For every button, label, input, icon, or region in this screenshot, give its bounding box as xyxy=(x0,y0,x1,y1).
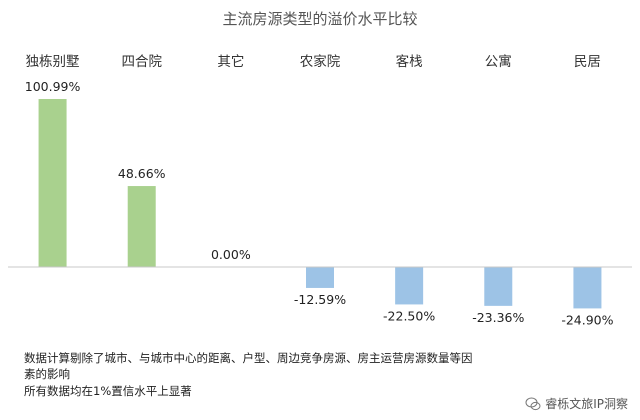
category-label: 民居 xyxy=(574,54,601,70)
category-label: 四合院 xyxy=(121,54,162,70)
footnote-line-1: 数据计算剔除了城市、与城市中心的距离、户型、周边竞争房源、房主运营房源数量等因 xyxy=(24,351,473,365)
category-label: 其它 xyxy=(217,53,244,70)
watermark-text: 睿栎文旅IP洞察 xyxy=(545,397,628,411)
watermark: 睿栎文旅IP洞察 xyxy=(525,395,628,412)
bar xyxy=(395,267,424,305)
data-label: -23.36% xyxy=(472,310,524,325)
bar xyxy=(306,267,334,288)
data-label: 100.99% xyxy=(25,79,81,94)
bar xyxy=(127,186,156,267)
chart-title: 主流房源类型的溢价水平比较 xyxy=(222,10,417,28)
category-label: 公寓 xyxy=(485,53,512,70)
category-label: 独栋别墅 xyxy=(26,54,80,70)
bar xyxy=(484,267,513,306)
bar xyxy=(573,267,602,309)
data-label: 0.00% xyxy=(211,247,251,262)
data-label: -24.90% xyxy=(561,312,613,327)
data-label: 48.66% xyxy=(118,166,166,181)
footnote-line-2: 素的影响 xyxy=(24,367,70,381)
data-label: -22.50% xyxy=(383,308,435,323)
category-label: 农家院 xyxy=(300,53,341,70)
data-label: -12.59% xyxy=(294,292,346,307)
category-label: 客栈 xyxy=(396,53,423,70)
footnote-line-3: 所有数据均在1%置信水平上显著 xyxy=(24,384,192,398)
bar xyxy=(38,99,67,267)
wechat-like-icon xyxy=(525,397,541,410)
